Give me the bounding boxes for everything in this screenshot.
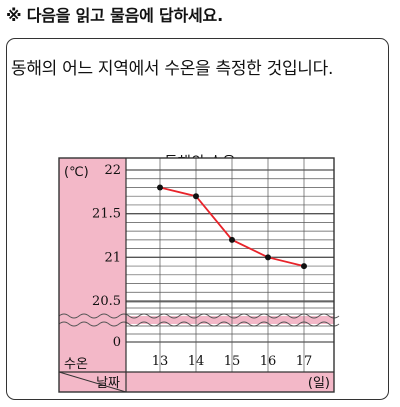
data-point (301, 263, 307, 270)
chart-frame (58, 157, 335, 393)
axis-break-bottom (58, 321, 340, 327)
corner-label-temperature: 수온 (64, 357, 88, 372)
data-point (157, 184, 163, 191)
data-point (229, 236, 235, 243)
data-point (193, 193, 199, 200)
y-tick-label: 0 (113, 335, 121, 350)
y-tick-label: 21.5 (92, 207, 121, 222)
y-unit-label: (℃) (64, 165, 89, 180)
y-tick-label: 20.5 (92, 294, 121, 309)
y-axis-panel (59, 158, 126, 392)
axis-break-top (58, 313, 340, 319)
y-tick-label: 22 (104, 163, 121, 178)
data-point (265, 254, 271, 261)
corner-label-date: 날짜 (96, 376, 120, 391)
description-text: 동해의 어느 지역에서 수온을 측정한 것입니다. (11, 59, 334, 79)
x-tick-label: 16 (260, 354, 277, 369)
x-tick-label: 15 (224, 354, 241, 369)
x-tick-label: 13 (152, 354, 169, 369)
axis-break-band (59, 316, 334, 324)
x-tick-label: 14 (188, 354, 205, 369)
instruction-text: ※ 다음을 읽고 물음에 답하세요. (6, 6, 223, 25)
y-tick-label: 21 (104, 250, 121, 265)
x-axis-panel (126, 372, 334, 392)
corner-diagonal (58, 371, 127, 393)
x-unit-label: (일) (308, 376, 330, 391)
x-tick-label: 17 (296, 354, 313, 369)
